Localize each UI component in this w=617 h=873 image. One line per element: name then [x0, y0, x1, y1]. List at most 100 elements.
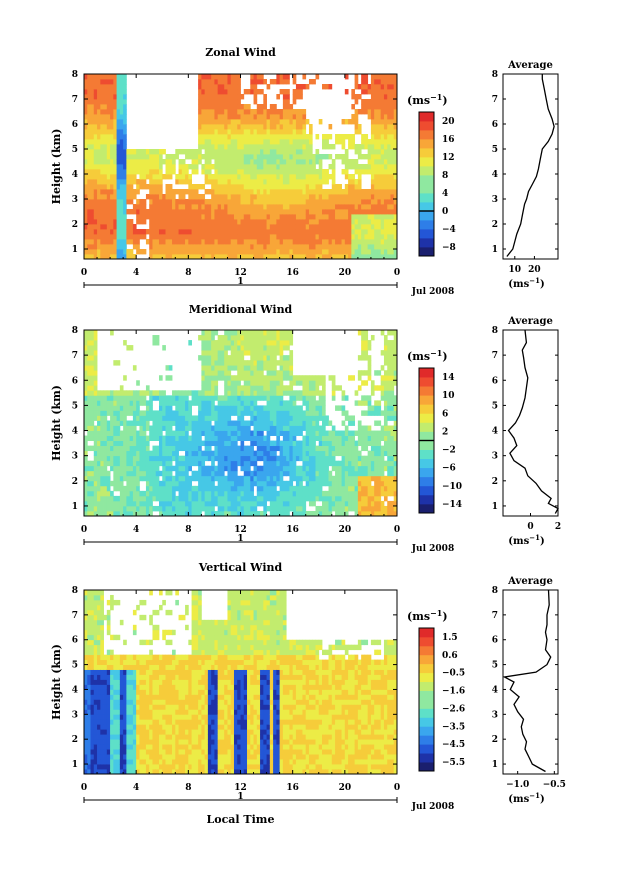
heatmap-cell: [224, 485, 228, 492]
heatmap-cell: [136, 400, 140, 406]
heatmap-cell: [286, 254, 290, 260]
heatmap-cell: [220, 104, 225, 110]
heatmap-cell: [103, 440, 108, 447]
heatmap-cell: [152, 189, 157, 195]
heatmap-cell: [328, 214, 333, 220]
heatmap-cell: [286, 410, 290, 416]
heatmap-cell: [328, 229, 333, 235]
heatmap-cell: [194, 184, 199, 190]
heatmap-cell: [142, 169, 147, 175]
heatmap-cell: [198, 430, 202, 436]
heatmap-cell: [84, 510, 88, 517]
heatmap-cell: [207, 74, 212, 80]
heatmap-cell: [292, 154, 297, 160]
heatmap-cell: [126, 505, 131, 512]
heatmap-cell: [279, 169, 284, 175]
heatmap-cell: [211, 119, 215, 125]
heatmap-cell: [279, 440, 284, 447]
heatmap-cell: [282, 79, 287, 85]
heatmap-cell: [331, 199, 336, 205]
heatmap-cell: [253, 214, 258, 220]
heatmap-cell: [149, 495, 153, 502]
heatmap-cell: [263, 340, 267, 346]
heatmap-cell: [247, 465, 251, 472]
heatmap-cell: [282, 400, 287, 406]
heatmap-cell: [188, 249, 192, 255]
heatmap-cell: [263, 149, 267, 155]
heatmap-cell: [90, 370, 95, 376]
heatmap-cell: [269, 214, 274, 220]
heatmap-cell: [123, 219, 127, 225]
heatmap-cell: [145, 214, 150, 220]
colorbar-swatch: [419, 121, 434, 131]
heatmap-cell: [204, 94, 209, 100]
heatmap-cell: [237, 410, 241, 416]
heatmap-cell: [103, 169, 108, 175]
heatmap-cell: [230, 229, 235, 235]
heatmap-cell: [123, 249, 127, 255]
heatmap-cell: [263, 385, 267, 391]
heatmap-cell: [233, 405, 238, 411]
heatmap-cell: [198, 460, 202, 467]
heatmap-cell: [155, 495, 160, 502]
heatmap-cell: [211, 460, 215, 467]
heatmap-cell: [100, 390, 104, 396]
heatmap-cell: [338, 219, 342, 225]
heatmap-cell: [380, 244, 385, 250]
heatmap-cell: [250, 370, 254, 376]
heatmap-cell: [250, 495, 254, 502]
heatmap-cell: [331, 159, 336, 165]
heatmap-cell: [308, 475, 313, 482]
heatmap-cell: [318, 179, 323, 185]
y-tick-label: 6: [72, 120, 78, 130]
heatmap-cell: [93, 134, 98, 140]
heatmap-cell: [87, 330, 91, 336]
heatmap-cell: [103, 510, 108, 517]
heatmap-cell: [87, 244, 91, 250]
heatmap-cell: [393, 154, 398, 160]
heatmap-cell: [266, 189, 271, 195]
heatmap-cell: [116, 460, 121, 467]
heatmap-cell: [217, 460, 222, 467]
heatmap-cell: [243, 134, 248, 140]
heatmap-cell: [256, 490, 261, 497]
heatmap-cell: [250, 194, 254, 200]
heatmap-cell: [188, 490, 192, 497]
heatmap-cell: [188, 485, 192, 492]
heatmap-cell: [181, 400, 186, 406]
heatmap-cell: [126, 390, 131, 396]
heatmap-cell: [357, 209, 362, 215]
heatmap-cell: [158, 179, 163, 185]
heatmap-cell: [220, 239, 225, 245]
heatmap-cell: [185, 224, 189, 230]
heatmap-cell: [132, 500, 137, 507]
heatmap-cell: [370, 129, 375, 135]
heatmap-cell: [325, 224, 329, 230]
heatmap-cell: [266, 244, 271, 250]
heatmap-cell: [374, 164, 378, 170]
heatmap-cell: [139, 420, 144, 426]
heatmap-cell: [295, 154, 300, 160]
heatmap-cell: [367, 89, 372, 95]
heatmap-cell: [295, 505, 300, 512]
heatmap-cell: [194, 495, 199, 502]
heatmap-cell: [247, 390, 251, 396]
heatmap-cell: [84, 169, 88, 175]
heatmap-cell: [266, 410, 271, 416]
colorbar-swatch: [419, 130, 434, 140]
heatmap-cell: [116, 440, 121, 447]
heatmap-cell: [191, 169, 196, 175]
heatmap-cell: [276, 94, 281, 100]
heatmap-cell: [377, 119, 382, 125]
heatmap-cell: [247, 380, 251, 386]
heatmap-cell: [168, 460, 173, 467]
heatmap-cell: [240, 510, 245, 517]
heatmap-cell: [97, 450, 101, 457]
heatmap-cell: [129, 475, 134, 482]
heatmap-cell: [282, 244, 287, 250]
heatmap-cell: [243, 184, 248, 190]
heatmap-cell: [263, 199, 267, 205]
heatmap-cell: [341, 229, 346, 235]
heatmap-cell: [292, 455, 297, 462]
